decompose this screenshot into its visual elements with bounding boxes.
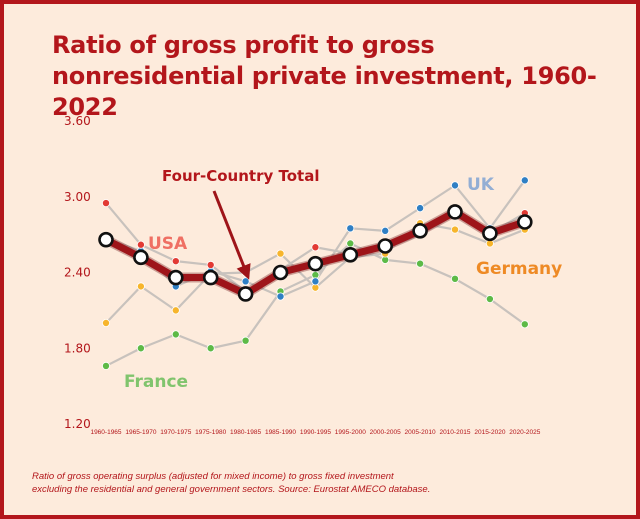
data-point-germany [102,318,111,327]
data-point-four-country-total [516,214,533,230]
data-point-usa [102,199,111,208]
data-point-uk [311,277,320,286]
series-points [98,176,533,370]
data-point-four-country-total [307,255,324,272]
data-point-france [485,295,494,304]
data-point-germany [450,225,459,234]
x-tick-label: 2010-2015 [439,429,470,436]
data-point-four-country-total [98,231,114,248]
data-point-four-country-total [412,223,428,239]
data-point-germany [171,306,180,315]
data-point-france [136,344,145,353]
x-tick-label: 1990-1995 [300,429,331,436]
data-point-uk [416,204,425,213]
data-point-france [450,274,459,283]
series-label-germany: Germany [476,259,562,279]
annotation-arrow [212,190,251,280]
line-chart: 1.201.802.403.003.60 1960-1965 1965-1970 1… [64,114,562,436]
data-point-usa [311,243,320,252]
data-point-france [520,320,529,329]
data-point-four-country-total [133,249,149,266]
data-point-usa [136,240,145,249]
data-point-uk [450,181,459,190]
series-label-france: France [124,372,188,392]
data-point-four-country-total [342,247,359,263]
y-tick-label: 3.00 [64,190,91,204]
x-tick-label: 1970-1975 [160,429,191,436]
data-point-france [241,336,250,345]
data-point-uk [381,226,390,235]
data-point-four-country-total [202,269,219,286]
x-tick-label: 2000-2005 [370,429,401,436]
footnote-line-1: Ratio of gross operating surplus (adjust… [32,471,394,482]
data-point-uk [520,176,529,185]
y-tick-label: 1.80 [64,341,91,355]
x-tick-label: 1995-2000 [335,429,366,436]
y-tick-label: 2.40 [64,266,91,280]
data-point-france [102,361,111,370]
y-tick-label: 1.20 [64,417,91,431]
annotation-label: Four-Country Total [162,167,319,185]
x-tick-label: 1965-1970 [125,429,156,436]
y-tick-label: 3.60 [64,114,91,128]
footnote-line-2: excluding the residential and general go… [32,484,431,495]
x-tick-label: 1975-1980 [195,429,226,436]
series-label-usa: USA [148,234,188,254]
data-point-uk [276,292,285,301]
data-point-four-country-total [168,269,184,286]
x-axis-tick-labels: 1960-1965 1965-1970 1970-1975 1975-1980 1980… [90,429,540,436]
y-axis-tick-labels: 1.20 1.80 2.40 3.00 3.60 [64,114,91,431]
x-tick-label: 1960-1965 [90,429,121,436]
chart-title: Ratio of gross profit to gross nonreside… [52,31,597,121]
data-point-usa [206,260,215,269]
x-tick-label: 1980-1985 [230,429,261,436]
data-point-four-country-total [237,286,254,302]
data-point-germany [276,249,285,258]
data-point-four-country-total [482,225,498,242]
data-point-france [416,259,425,268]
data-point-france [206,344,215,353]
data-point-usa [171,257,180,266]
data-point-four-country-total [447,204,463,220]
data-point-france [346,239,355,248]
x-tick-label: 2005-2010 [405,429,436,436]
series-label-uk: UK [467,175,495,195]
data-point-uk [241,277,250,286]
data-point-four-country-total [377,238,394,254]
data-point-uk [346,224,355,233]
data-point-four-country-total [272,264,289,281]
data-point-germany [136,282,145,291]
x-tick-label: 1985-1990 [265,429,296,436]
footnote: Ratio of gross operating surplus (adjust… [32,470,592,496]
x-tick-label: 2020-2025 [509,429,540,436]
x-tick-label: 2015-2020 [474,429,505,436]
data-point-france [171,330,180,339]
